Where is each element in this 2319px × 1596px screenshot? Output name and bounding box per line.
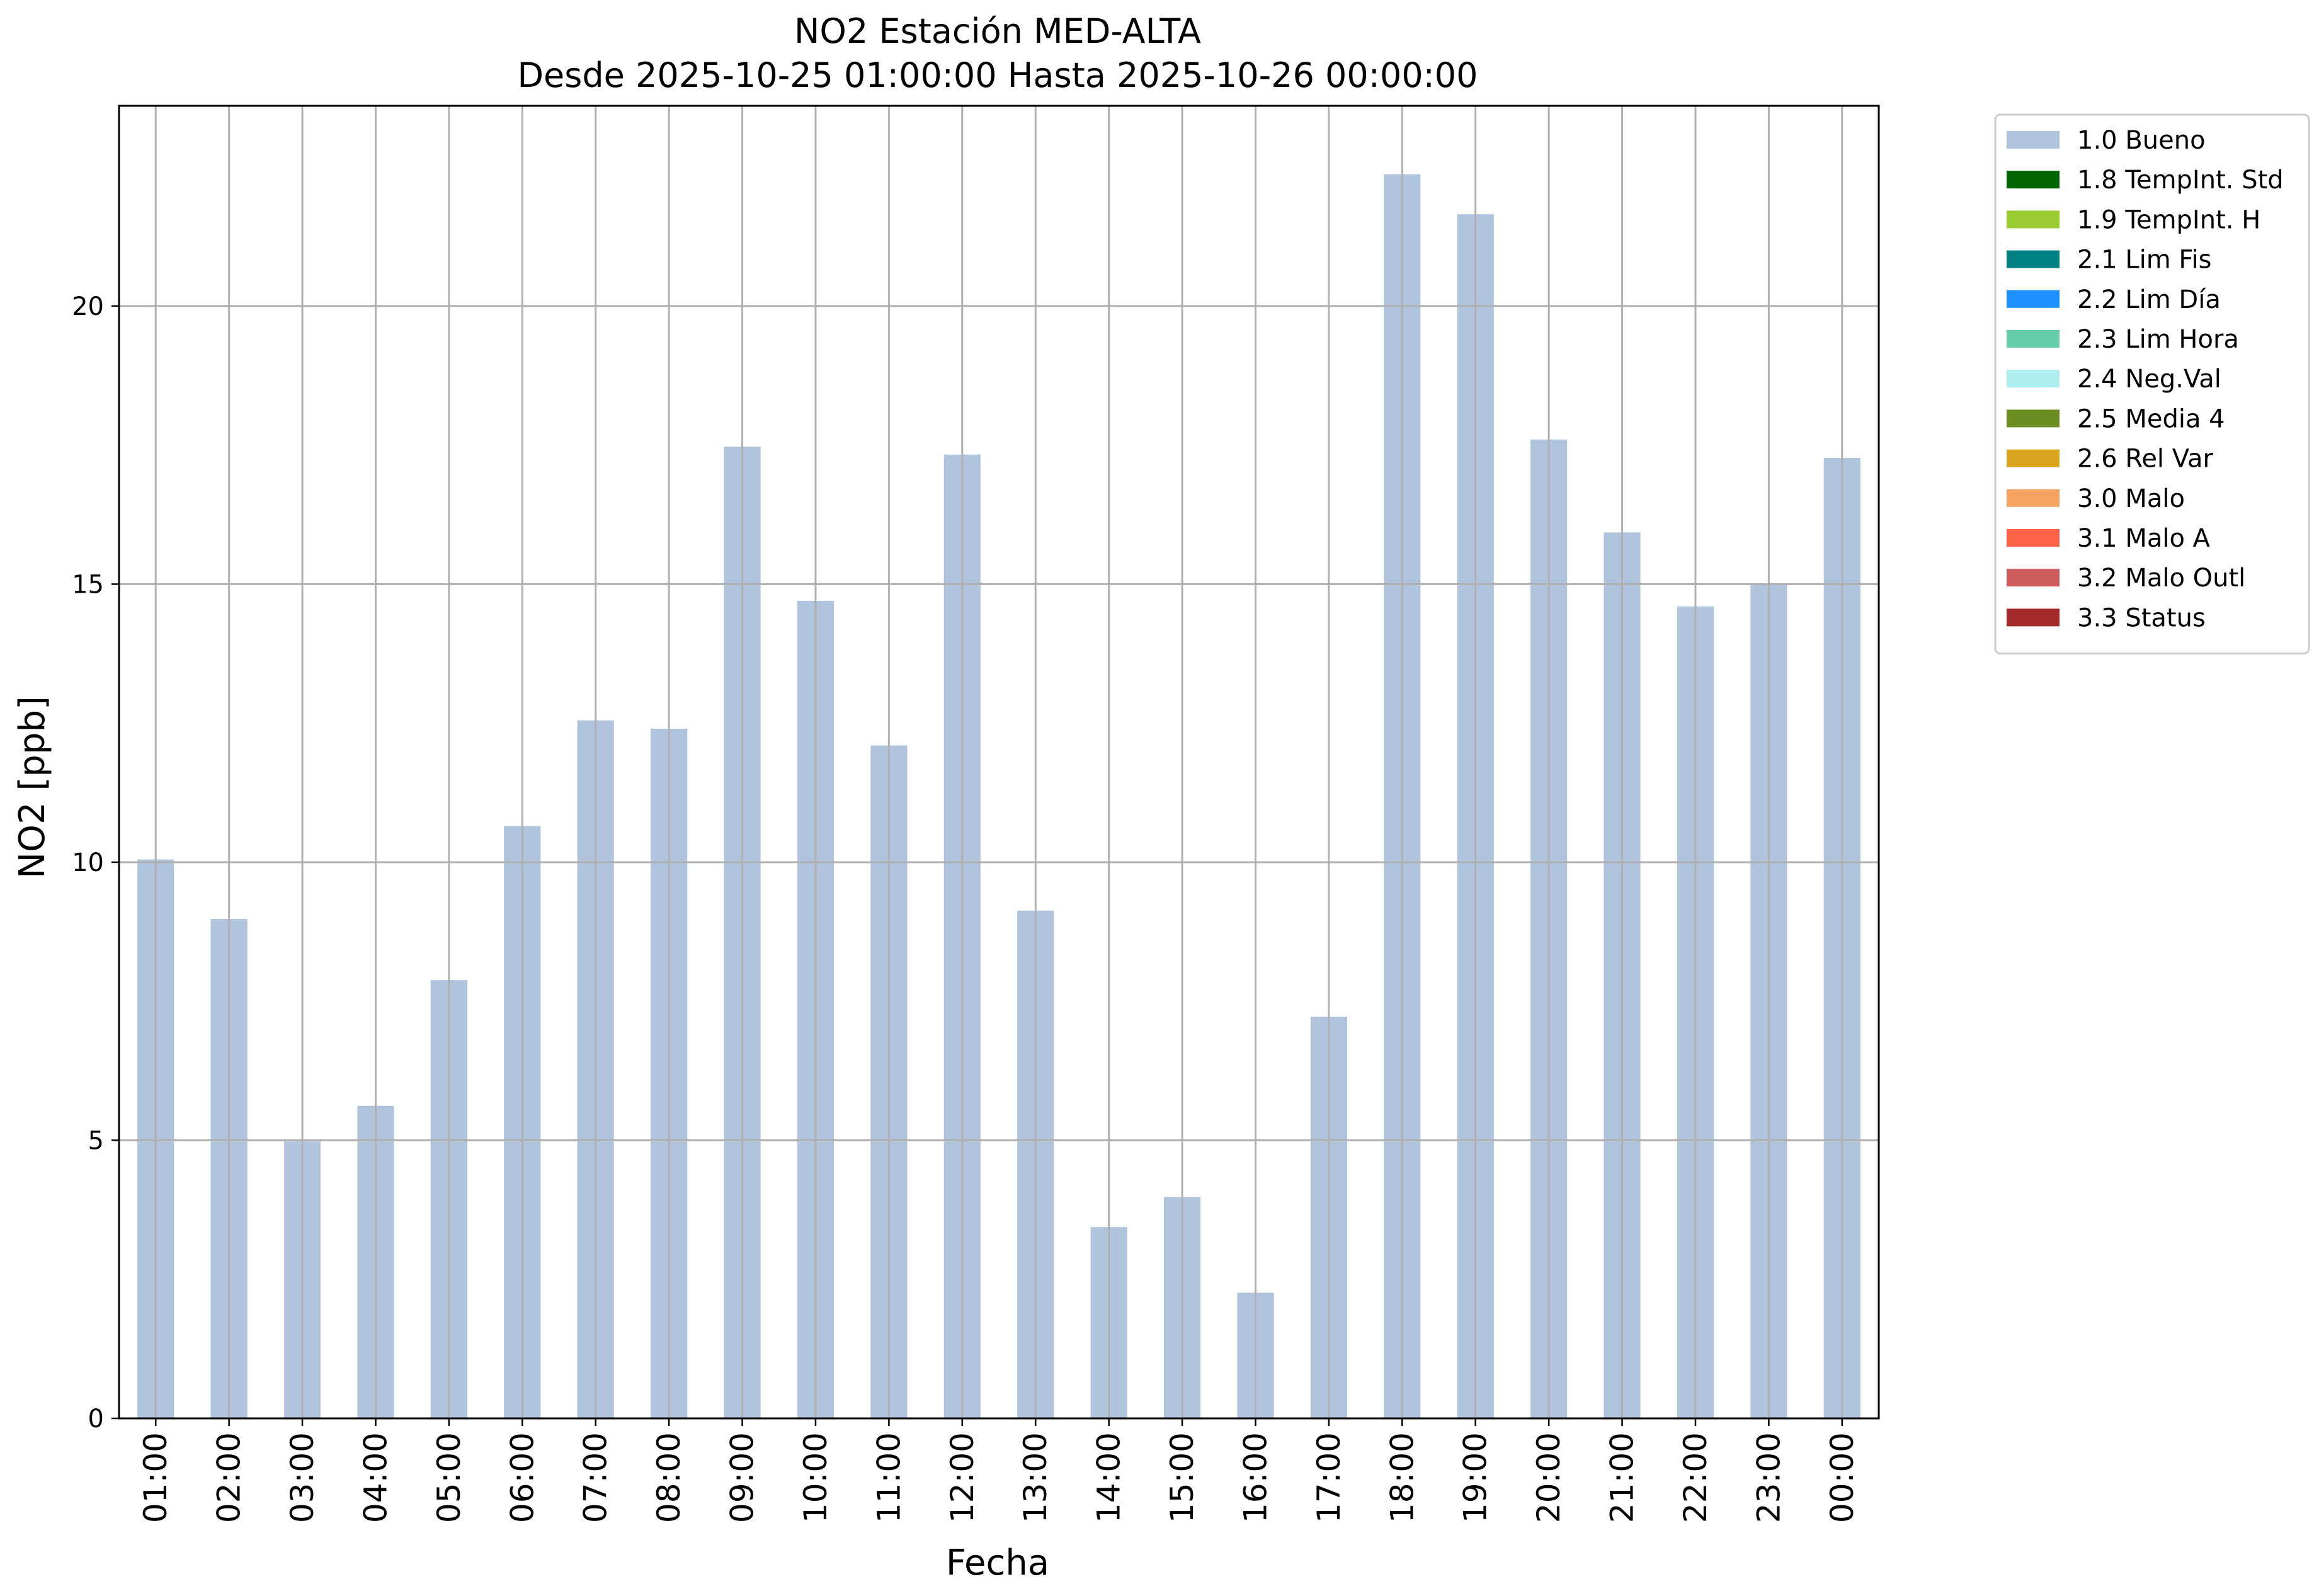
x-tick-label: 22:00 xyxy=(1677,1432,1714,1523)
x-tick-label: 12:00 xyxy=(944,1432,981,1523)
legend-label: 2.5 Media 4 xyxy=(2077,404,2225,433)
legend-swatch xyxy=(2007,529,2060,547)
plot-area: 0 5 10 15 20 01:00 02:00 03:00 04:00 05:00 06:00 07… xyxy=(72,105,1880,1523)
legend-swatch xyxy=(2007,210,2060,229)
x-tick-label: 15:00 xyxy=(1164,1432,1200,1523)
x-tick-label: 08:00 xyxy=(651,1432,687,1523)
legend-label: 2.4 Neg.Val xyxy=(2077,365,2221,394)
y-tick-label: 0 xyxy=(88,1405,104,1434)
y-tick-label: 5 xyxy=(88,1126,104,1155)
legend-label: 3.1 Malo A xyxy=(2077,524,2211,553)
legend-swatch xyxy=(2007,370,2060,388)
legend-swatch xyxy=(2007,290,2060,308)
legend-swatch xyxy=(2007,449,2060,467)
x-tick-label: 19:00 xyxy=(1457,1432,1494,1523)
x-tick-label: 06:00 xyxy=(504,1432,540,1523)
x-tick-label: 04:00 xyxy=(358,1432,394,1523)
y-tick-label: 15 xyxy=(72,570,104,599)
legend-label: 3.2 Malo Outl xyxy=(2077,564,2245,593)
legend-swatch xyxy=(2007,608,2060,627)
chart-title: NO2 Estación MED-ALTA xyxy=(794,11,1201,51)
x-tick-label: 17:00 xyxy=(1311,1432,1347,1523)
y-tick-label: 10 xyxy=(72,848,104,877)
legend-swatch xyxy=(2007,330,2060,348)
legend-label: 3.0 Malo xyxy=(2077,484,2185,513)
x-tick-label: 07:00 xyxy=(578,1432,614,1523)
legend-swatch xyxy=(2007,250,2060,268)
x-tick-label: 16:00 xyxy=(1238,1432,1274,1523)
x-tick-label: 21:00 xyxy=(1604,1432,1641,1523)
legend-swatch xyxy=(2007,569,2060,587)
legend-label: 2.6 Rel Var xyxy=(2077,445,2214,474)
y-axis-label: NO2 [ppb] xyxy=(12,696,53,879)
x-tick-label: 03:00 xyxy=(284,1432,321,1523)
legend-label: 2.3 Lim Hora xyxy=(2077,325,2239,354)
x-tick-label: 02:00 xyxy=(211,1432,248,1523)
x-tick-label: 10:00 xyxy=(797,1432,834,1523)
chart-subtitle: Desde 2025-10-25 01:00:00 Hasta 2025-10-… xyxy=(517,55,1478,95)
legend: 1.0 Bueno 1.8 TempInt. Std 1.9 TempInt. H 2… xyxy=(1994,113,2310,655)
x-tick-label: 11:00 xyxy=(870,1432,907,1523)
x-tick-label: 09:00 xyxy=(724,1432,761,1523)
x-tick-label: 05:00 xyxy=(431,1432,467,1523)
legend-box xyxy=(1994,113,2310,655)
legend-label: 1.0 Bueno xyxy=(2077,126,2206,155)
y-tick-label: 20 xyxy=(72,292,104,321)
x-tick-label: 14:00 xyxy=(1091,1432,1127,1523)
legend-swatch xyxy=(2007,489,2060,507)
legend-label: 3.3 Status xyxy=(2077,603,2206,632)
legend-swatch xyxy=(2007,409,2060,428)
legend-swatch xyxy=(2007,171,2060,189)
x-tick-label: 23:00 xyxy=(1750,1432,1787,1523)
x-tick-label: 00:00 xyxy=(1824,1432,1860,1523)
legend-swatch xyxy=(2007,131,2060,149)
plot-frame xyxy=(118,105,1880,1420)
x-tick-label: 20:00 xyxy=(1530,1432,1567,1523)
x-tick-label: 01:00 xyxy=(137,1432,174,1523)
legend-label: 1.9 TempInt. H xyxy=(2077,205,2260,234)
legend-label: 1.8 TempInt. Std xyxy=(2077,166,2284,195)
x-tick-label: 18:00 xyxy=(1384,1432,1420,1523)
x-tick-label: 13:00 xyxy=(1017,1432,1054,1523)
x-axis-label: Fecha xyxy=(946,1542,1049,1583)
legend-label: 2.2 Lim Día xyxy=(2077,285,2221,314)
legend-label: 2.1 Lim Fis xyxy=(2077,246,2211,275)
